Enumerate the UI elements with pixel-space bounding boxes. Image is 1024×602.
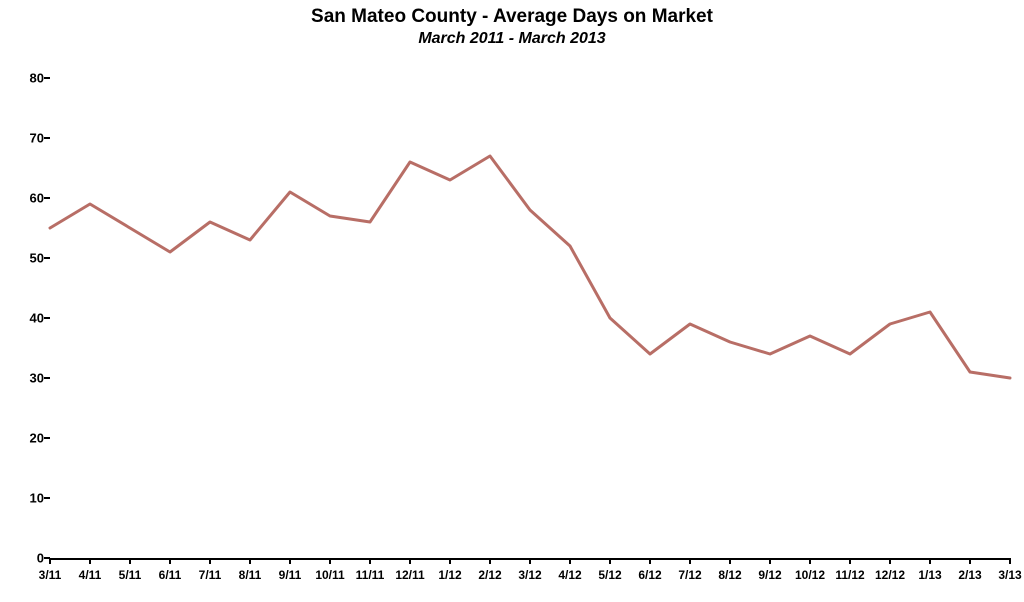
x-tick-mark [969,558,971,564]
x-tick-mark [489,558,491,564]
x-tick-label: 11/12 [835,568,864,582]
x-tick-mark [409,558,411,564]
y-tick-mark [44,377,50,379]
x-tick-mark [209,558,211,564]
chart-titles: San Mateo County - Average Days on Marke… [0,6,1024,48]
x-tick-label: 12/12 [875,568,905,582]
x-tick-mark [569,558,571,564]
x-tick-mark [329,558,331,564]
x-tick-mark [729,558,731,564]
x-tick-mark [529,558,531,564]
x-tick-label: 8/12 [718,568,741,582]
x-tick-label: 4/11 [79,568,102,582]
x-tick-label: 6/11 [159,568,182,582]
plot-area: 010203040506070803/114/115/116/117/118/1… [50,78,1010,560]
x-tick-mark [289,558,291,564]
x-tick-mark [609,558,611,564]
x-tick-mark [89,558,91,564]
y-tick-mark [44,257,50,259]
x-tick-label: 2/13 [958,568,981,582]
x-tick-label: 3/13 [998,568,1021,582]
x-tick-label: 4/12 [558,568,581,582]
x-tick-mark [769,558,771,564]
y-tick-mark [44,137,50,139]
line-series [50,78,1010,558]
x-tick-label: 7/12 [678,568,701,582]
x-tick-mark [689,558,691,564]
x-tick-mark [1009,558,1011,564]
x-tick-mark [849,558,851,564]
x-tick-label: 8/11 [239,568,262,582]
x-tick-label: 3/12 [518,568,541,582]
x-tick-mark [369,558,371,564]
y-tick-mark [44,497,50,499]
y-tick-label: 20 [12,431,44,446]
y-tick-label: 10 [12,491,44,506]
x-tick-label: 10/12 [795,568,825,582]
x-tick-label: 6/12 [638,568,661,582]
y-tick-label: 0 [12,551,44,566]
y-tick-mark [44,317,50,319]
chart-title: San Mateo County - Average Days on Marke… [0,6,1024,28]
x-tick-mark [129,558,131,564]
x-tick-mark [889,558,891,564]
x-tick-label: 9/12 [758,568,781,582]
x-tick-label: 1/13 [918,568,941,582]
x-tick-mark [169,558,171,564]
y-tick-mark [44,77,50,79]
y-tick-label: 80 [12,71,44,86]
chart-subtitle: March 2011 - March 2013 [0,29,1024,48]
y-tick-label: 30 [12,371,44,386]
data-line [50,156,1010,378]
y-tick-label: 50 [12,251,44,266]
x-tick-label: 1/12 [438,568,461,582]
x-tick-mark [49,558,51,564]
x-tick-label: 11/11 [356,568,385,582]
x-tick-label: 7/11 [199,568,222,582]
x-tick-label: 2/12 [478,568,501,582]
y-tick-label: 70 [12,131,44,146]
y-tick-label: 60 [12,191,44,206]
x-tick-mark [649,558,651,564]
y-tick-mark [44,437,50,439]
x-tick-label: 5/12 [598,568,621,582]
y-tick-mark [44,197,50,199]
chart-container: San Mateo County - Average Days on Marke… [0,0,1024,602]
x-tick-label: 12/11 [395,568,424,582]
x-tick-label: 10/11 [315,568,344,582]
x-tick-mark [449,558,451,564]
x-tick-label: 3/11 [39,568,62,582]
x-tick-label: 5/11 [119,568,142,582]
x-tick-mark [809,558,811,564]
y-tick-label: 40 [12,311,44,326]
x-tick-mark [249,558,251,564]
x-tick-label: 9/11 [279,568,302,582]
x-tick-mark [929,558,931,564]
